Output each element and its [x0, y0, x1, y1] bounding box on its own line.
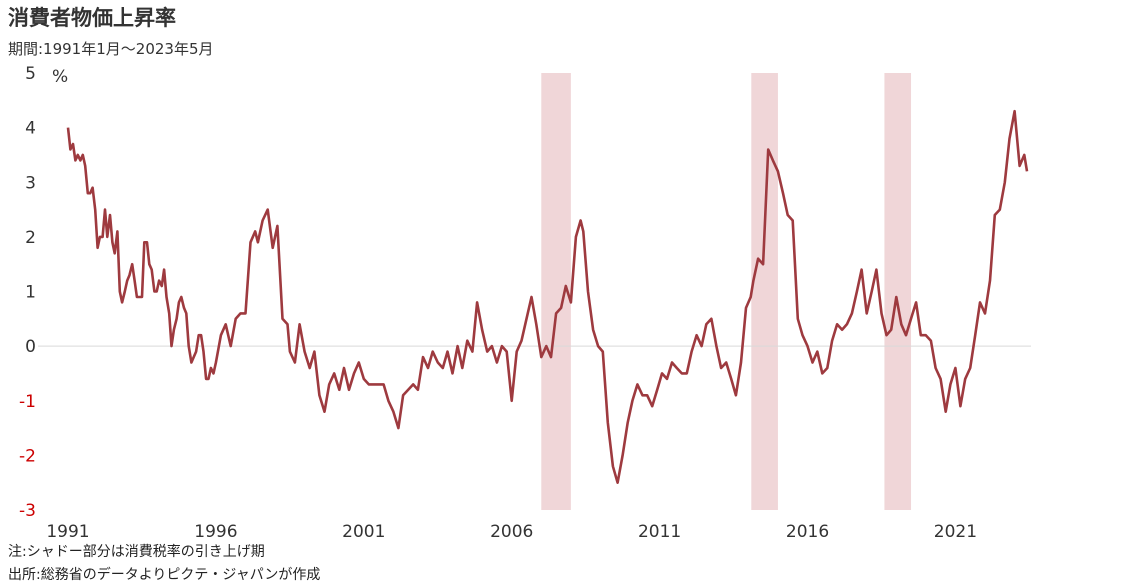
- x-tick-label: 2006: [490, 522, 533, 542]
- y-axis-unit: %: [52, 67, 68, 87]
- chart-subtitle: 期間:1991年1月～2023年5月: [8, 40, 214, 58]
- y-tick-label: 2: [25, 228, 36, 248]
- y-tick-label: 1: [25, 283, 36, 303]
- y-tick-label: 5: [25, 64, 36, 84]
- x-tick-label: 2001: [342, 522, 385, 542]
- shade-note: 注:シャドー部分は消費税率の引き上げ期: [8, 544, 265, 560]
- cpi-series-line: [66, 109, 1029, 484]
- shaded-period-3: [884, 73, 912, 510]
- shaded-period-2: [751, 73, 778, 510]
- y-tick-label: 4: [25, 119, 36, 139]
- y-tick-label: -3: [19, 501, 36, 521]
- y-tick-label: 3: [25, 173, 36, 193]
- y-tick-label: -2: [19, 446, 36, 466]
- x-tick-label: 1996: [194, 522, 237, 542]
- x-tick-label: 2021: [934, 522, 977, 542]
- x-tick-label: 2016: [786, 522, 829, 542]
- x-tick-label: 2011: [638, 522, 681, 542]
- x-tick-label: 1991: [46, 522, 89, 542]
- source-note: 出所:総務省のデータよりピクテ・ジャパンが作成: [8, 567, 321, 583]
- chart-title: 消費者物価上昇率: [8, 6, 176, 30]
- y-tick-label: -1: [19, 392, 36, 412]
- y-tick-label: 0: [25, 337, 36, 357]
